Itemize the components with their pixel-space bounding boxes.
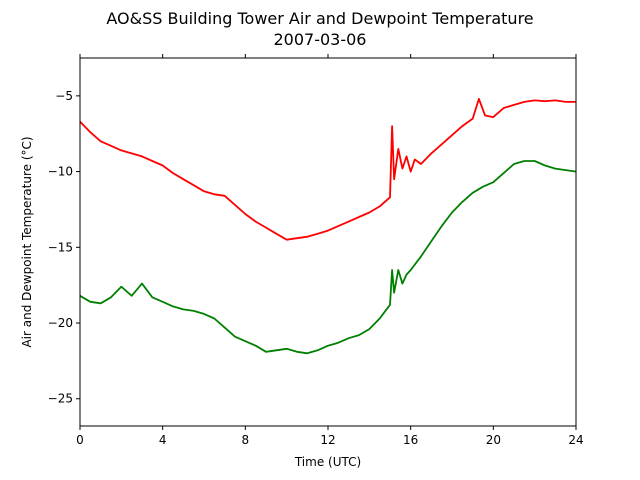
series-line-1 <box>79 160 577 355</box>
x-axis-ticks: 0 4 8 12 16 20 24 <box>76 54 584 447</box>
y-axis-ticks: −25 −20 −15 −10 −5 <box>48 89 80 406</box>
y-tick-label: −5 <box>55 89 73 103</box>
x-tick-label: 8 <box>242 433 250 447</box>
x-tick-label: 4 <box>159 433 167 447</box>
y-tick-label: −10 <box>48 165 73 179</box>
x-tick-label: 12 <box>320 433 335 447</box>
y-axis-label: Air and Dewpoint Temperature (°C) <box>20 136 34 347</box>
y-tick-label: −20 <box>48 316 73 330</box>
chart-title: AO&SS Building Tower Air and Dewpoint Te… <box>106 9 533 28</box>
series-layer <box>79 98 577 355</box>
x-tick-label: 0 <box>76 433 84 447</box>
plot-background <box>80 58 576 426</box>
x-tick-label: 16 <box>403 433 418 447</box>
x-axis-label: Time (UTC) <box>294 455 361 469</box>
series-line-0 <box>79 98 576 241</box>
y-tick-label: −25 <box>48 392 73 406</box>
chart-subtitle: 2007-03-06 <box>274 30 367 49</box>
x-tick-label: 20 <box>486 433 501 447</box>
y-tick-label: −15 <box>48 240 73 254</box>
x-tick-label: 24 <box>568 433 583 447</box>
plot-area: 0 4 8 12 16 20 24 −25 −20 −15 −10 −5 <box>48 54 584 447</box>
